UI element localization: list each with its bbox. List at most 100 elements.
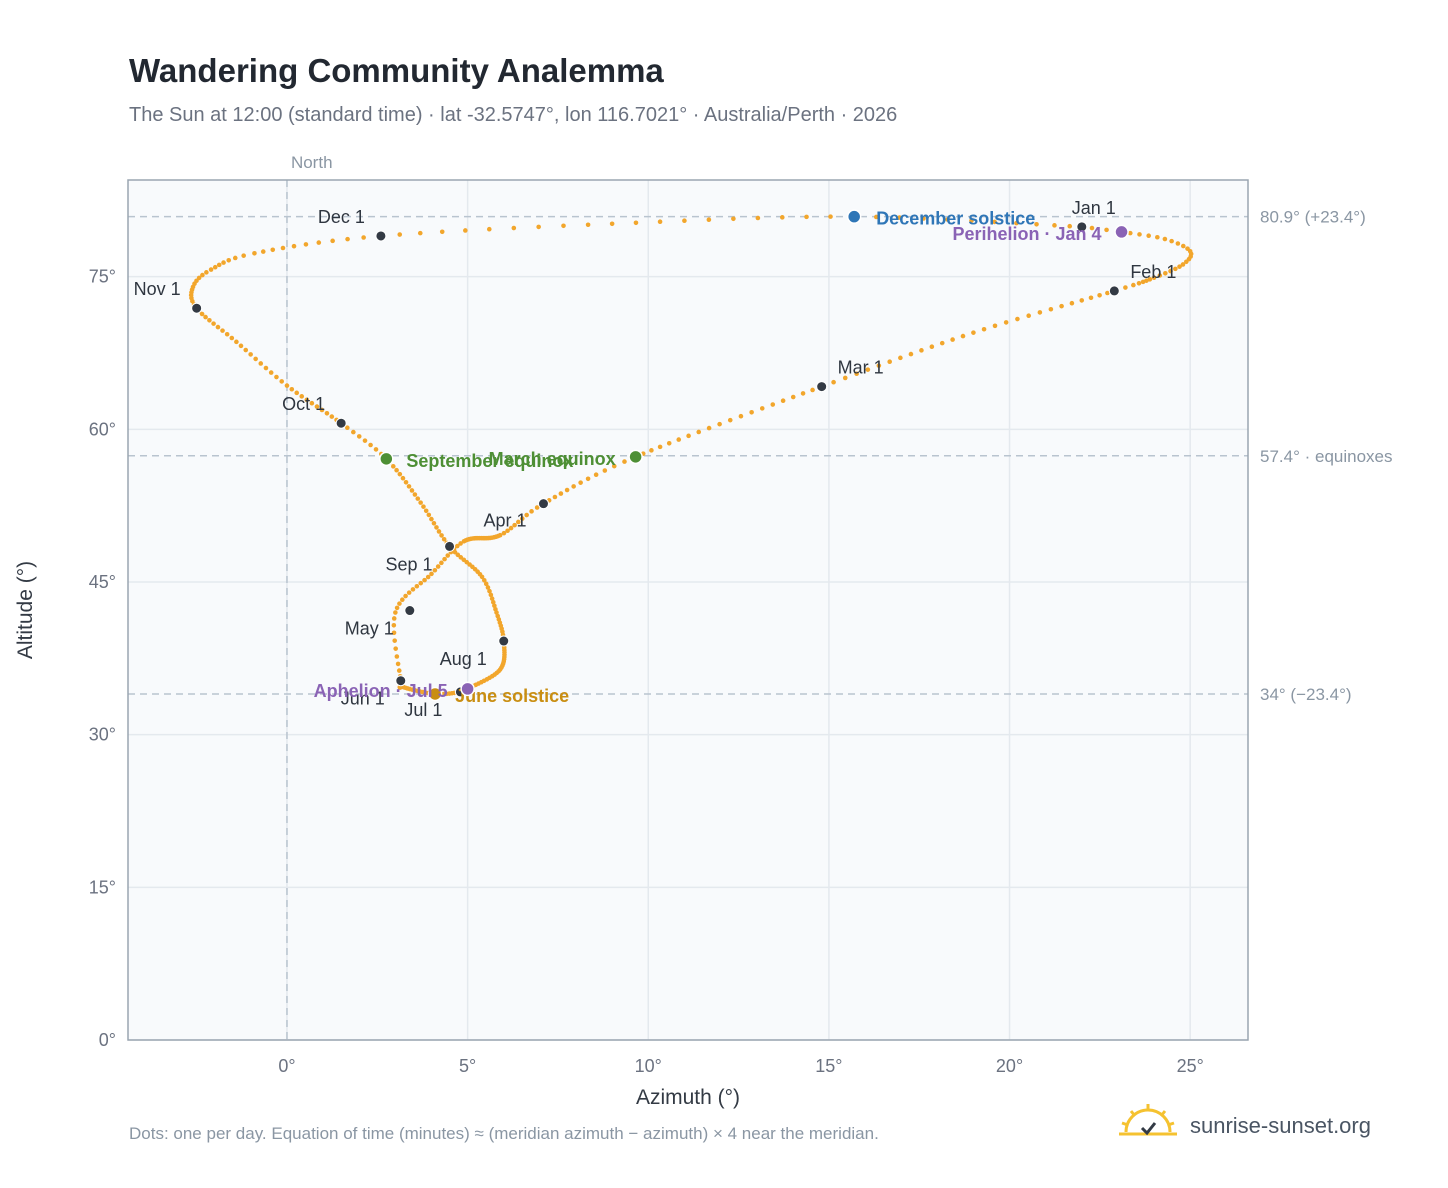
day-dot (1067, 223, 1073, 229)
day-dot (585, 476, 591, 482)
day-dot (854, 371, 859, 377)
month-marker (191, 302, 203, 314)
day-dot (1014, 220, 1019, 226)
day-dot (211, 321, 216, 326)
day-dot (1037, 310, 1043, 315)
month-label: Feb 1 (1130, 262, 1176, 282)
day-dot (1136, 280, 1142, 286)
day-dot (1184, 259, 1189, 265)
day-dot (945, 217, 950, 222)
x-tick-label: 25° (1177, 1056, 1204, 1076)
day-dot (534, 505, 540, 510)
day-dot (622, 459, 627, 464)
day-dot (361, 235, 366, 240)
month-label: Aug 1 (440, 649, 487, 669)
day-dot (390, 464, 396, 469)
day-dot (842, 375, 848, 381)
day-dot (417, 230, 423, 236)
day-dot (1079, 298, 1085, 303)
x-tick-label: 15° (815, 1056, 842, 1076)
day-dot (248, 352, 253, 357)
chart-title: Wandering Community Analemma (129, 52, 664, 89)
month-marker (404, 605, 416, 617)
month-label: Jul 1 (404, 700, 442, 720)
month-marker (335, 417, 347, 429)
day-dot (309, 400, 315, 406)
day-dot (686, 433, 691, 439)
day-dot (203, 314, 208, 320)
day-dot (1052, 223, 1057, 228)
month-label: Mar 1 (838, 358, 884, 378)
month-label: Jun 1 (341, 689, 385, 709)
day-dot (1048, 306, 1054, 312)
day-dot (207, 318, 212, 323)
day-dot (303, 242, 309, 247)
y-tick-label: 15° (89, 877, 116, 897)
day-dot (406, 590, 412, 595)
day-dot (486, 226, 492, 232)
day-dot (519, 516, 525, 521)
day-dot (1146, 233, 1151, 239)
day-dot (1163, 270, 1168, 276)
day-dot (418, 500, 423, 505)
day-dot (487, 588, 492, 594)
day-dot (495, 613, 500, 619)
reference-line-label: 80.9° (+23.4°) (1260, 208, 1366, 227)
sun-logo-icon (1119, 1104, 1177, 1136)
day-dot (442, 556, 447, 562)
day-dot (234, 339, 239, 345)
day-dot (489, 596, 495, 601)
day-dot (929, 344, 935, 350)
day-dot (425, 574, 431, 580)
day-dot (241, 253, 246, 258)
day-dot (1059, 303, 1064, 309)
event-label: Aphelion · Jul 5 (314, 681, 448, 701)
x-tick-label: 0° (278, 1056, 295, 1076)
day-dot (396, 668, 402, 673)
day-dot (216, 262, 222, 268)
event-marker (379, 451, 394, 467)
day-dot (657, 444, 663, 450)
day-dot (208, 267, 214, 272)
day-dot (873, 214, 879, 220)
day-dot (609, 221, 615, 227)
day-dot (804, 214, 809, 220)
day-dot (397, 601, 402, 606)
day-dot (373, 447, 379, 452)
day-dot (289, 386, 295, 392)
day-dot (1140, 279, 1146, 285)
day-dot (445, 553, 451, 558)
day-dot (921, 216, 926, 221)
event-label: September equinox (406, 451, 573, 471)
month-label: Dec 1 (318, 207, 365, 227)
day-dot (992, 323, 998, 329)
day-dot (770, 402, 776, 407)
day-dot (232, 255, 238, 261)
day-dot (391, 622, 397, 628)
day-dot (403, 479, 409, 485)
month-marker (537, 498, 549, 510)
month-marker (1076, 221, 1088, 233)
day-dot (316, 240, 322, 245)
day-dot (200, 272, 205, 278)
event-label: March equinox (489, 449, 616, 469)
event-label: Perihelion · Jan 4 (953, 224, 1102, 244)
day-dot (345, 425, 350, 431)
day-dot (391, 630, 397, 636)
day-dot (394, 467, 399, 473)
day-dot (516, 519, 521, 525)
day-dot (971, 330, 976, 335)
day-dot (1155, 234, 1160, 240)
month-marker (816, 381, 828, 393)
day-dot (432, 567, 438, 573)
brand-logo[interactable]: sunrise-sunset.org (1118, 1100, 1398, 1150)
day-dot (1162, 236, 1168, 242)
day-dot (400, 475, 406, 481)
day-dot (981, 326, 987, 332)
day-dot (992, 219, 997, 225)
day-dot (226, 257, 232, 263)
north-line-group: North (286, 153, 333, 1040)
day-dot (633, 220, 639, 226)
